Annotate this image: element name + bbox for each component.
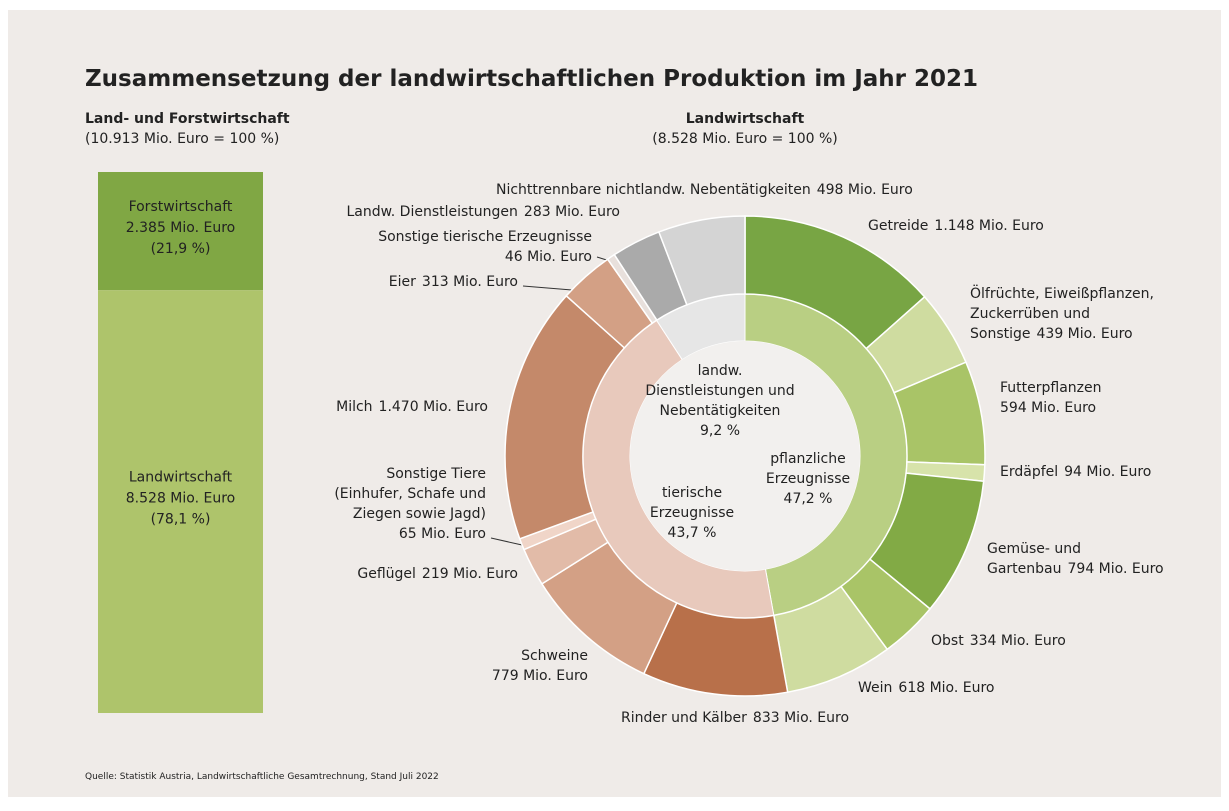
group-name: pflanzliche bbox=[770, 451, 845, 467]
segment-label: Getreide 1.148 Mio. Euro bbox=[868, 218, 1044, 234]
segment-name: Obst bbox=[931, 633, 964, 649]
bar-segment bbox=[98, 172, 263, 291]
segment-value: 833 Mio. Euro bbox=[753, 710, 849, 726]
segment-value: 618 Mio. Euro bbox=[898, 680, 994, 696]
segment-name: Forstwirtschaft bbox=[129, 199, 233, 215]
segment-value: 498 Mio. Euro bbox=[817, 182, 913, 198]
segment-label: Geflügel 219 Mio. Euro bbox=[357, 566, 518, 582]
segment-name: Schweine bbox=[521, 648, 588, 664]
segment-label: Sonstige tierische Erzeugnisse bbox=[378, 229, 592, 245]
segment-name: Zuckerrüben und bbox=[970, 306, 1090, 322]
bar-segment bbox=[98, 290, 263, 713]
segment-name: Milch bbox=[336, 399, 372, 415]
segment-name: Nichttrennbare nichtlandw. Nebentätigkei… bbox=[496, 182, 811, 198]
segment-label: Sonstige Tiere bbox=[386, 466, 486, 482]
leader bbox=[490, 537, 523, 546]
group-name: Erzeugnisse bbox=[650, 505, 734, 521]
segment-label: Gartenbau 794 Mio. Euro bbox=[987, 561, 1164, 577]
segment-name: Futterpflanzen bbox=[1000, 380, 1102, 396]
segment-name: Gemüse- und bbox=[987, 541, 1081, 557]
segment-name: Rinder und Kälber bbox=[621, 710, 747, 726]
segment-value: 2.385 Mio. Euro bbox=[126, 220, 235, 236]
segment-label: (Einhufer, Schafe und bbox=[334, 486, 486, 502]
segment-name: Ziegen sowie Jagd) bbox=[353, 506, 486, 522]
segment-label: Obst 334 Mio. Euro bbox=[931, 633, 1066, 649]
segment-label: Ölfrüchte, Eiweißpflanzen, bbox=[970, 284, 1154, 302]
segment-value: 1.470 Mio. Euro bbox=[379, 399, 488, 415]
segment-label: Rinder und Kälber 833 Mio. Euro bbox=[621, 710, 849, 726]
segment-value: 1.148 Mio. Euro bbox=[934, 218, 1043, 234]
segment-label: Erdäpfel 94 Mio. Euro bbox=[1000, 464, 1151, 480]
segment-name: Erdäpfel bbox=[1000, 464, 1058, 480]
segment-value: 8.528 Mio. Euro bbox=[126, 491, 235, 507]
group-percent: 43,7 % bbox=[668, 525, 717, 541]
segment-value: 779 Mio. Euro bbox=[492, 668, 588, 684]
segment-name: Sonstige bbox=[970, 326, 1031, 342]
segment-name: Landwirtschaft bbox=[129, 470, 233, 486]
center bbox=[630, 341, 860, 571]
leader bbox=[522, 285, 573, 291]
segment-label: Nichttrennbare nichtlandw. Nebentätigkei… bbox=[496, 182, 913, 198]
segment-value: 334 Mio. Euro bbox=[970, 633, 1066, 649]
segment-value: 439 Mio. Euro bbox=[1037, 326, 1133, 342]
source: Quelle: Statistik Austria, Landwirtschaf… bbox=[85, 772, 439, 782]
segment-name: Wein bbox=[858, 680, 892, 696]
segment-value: 94 Mio. Euro bbox=[1064, 464, 1151, 480]
group-percent: 47,2 % bbox=[784, 491, 833, 507]
segment-name: Sonstige tierische Erzeugnisse bbox=[378, 229, 592, 245]
segment-value: 283 Mio. Euro bbox=[524, 204, 620, 220]
segment-value: 219 Mio. Euro bbox=[422, 566, 518, 582]
segment-name: Getreide bbox=[868, 218, 928, 234]
segment-percent: (21,9 %) bbox=[151, 241, 211, 257]
segment-name: Geflügel bbox=[357, 566, 416, 582]
segment-name: Gartenbau bbox=[987, 561, 1062, 577]
segment-name: Eier bbox=[389, 274, 416, 290]
segment-value: 65 Mio. Euro bbox=[399, 526, 486, 542]
segment-label: Sonstige 439 Mio. Euro bbox=[970, 326, 1133, 342]
segment-value: 794 Mio. Euro bbox=[1068, 561, 1164, 577]
group-name: tierische bbox=[662, 485, 722, 501]
group-name: Erzeugnisse bbox=[766, 471, 850, 487]
segment-label: Landw. Dienstleistungen 283 Mio. Euro bbox=[346, 204, 620, 220]
segment-label: Gemüse- und bbox=[987, 541, 1081, 557]
segment-value: 46 Mio. Euro bbox=[505, 249, 592, 265]
segment-name: Ölfrüchte, Eiweißpflanzen, bbox=[970, 284, 1154, 302]
segment-label: Eier 313 Mio. Euro bbox=[389, 274, 518, 290]
segment-percent: (78,1 %) bbox=[151, 512, 211, 528]
segment-value: 313 Mio. Euro bbox=[422, 274, 518, 290]
group-name: Nebentätigkeiten bbox=[660, 403, 781, 419]
segment-name: Landw. Dienstleistungen bbox=[346, 204, 517, 220]
segment-label: Futterpflanzen bbox=[1000, 380, 1102, 396]
bar-title: Land- und Forstwirtschaft bbox=[85, 111, 290, 127]
group-name: Dienstleistungen und bbox=[645, 383, 794, 399]
group-name: landw. bbox=[698, 363, 743, 379]
ring-title: Landwirtschaft bbox=[686, 111, 805, 127]
segment-name: (Einhufer, Schafe und bbox=[334, 486, 486, 502]
segment-label: Milch 1.470 Mio. Euro bbox=[336, 399, 488, 415]
bar-subtitle: (10.913 Mio. Euro = 100 %) bbox=[85, 131, 279, 147]
outer-segment bbox=[657, 215, 746, 306]
segment-value: 594 Mio. Euro bbox=[1000, 400, 1096, 416]
segment-label: Wein 618 Mio. Euro bbox=[858, 680, 995, 696]
segment-label: Ziegen sowie Jagd) bbox=[353, 506, 486, 522]
segment-name: Sonstige Tiere bbox=[386, 466, 486, 482]
group-percent: 9,2 % bbox=[700, 423, 740, 439]
ring-subtitle: (8.528 Mio. Euro = 100 %) bbox=[652, 131, 837, 147]
segment-label: Schweine bbox=[521, 648, 588, 664]
chart-title: Zusammensetzung der landwirtschaftlichen… bbox=[85, 66, 978, 92]
segment-label: Zuckerrüben und bbox=[970, 306, 1090, 322]
